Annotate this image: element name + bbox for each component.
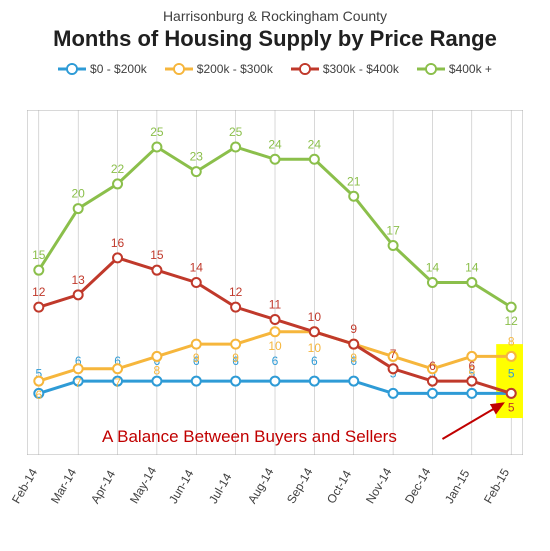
legend-label: $200k - $300k <box>197 62 273 76</box>
svg-text:10: 10 <box>268 339 282 353</box>
x-tick-label: Dec-14 <box>402 465 433 506</box>
svg-text:24: 24 <box>308 137 322 151</box>
svg-text:14: 14 <box>465 261 479 275</box>
svg-text:15: 15 <box>150 248 164 262</box>
svg-text:8: 8 <box>154 363 161 377</box>
legend-label: $0 - $200k <box>90 62 147 76</box>
svg-text:12: 12 <box>505 314 519 328</box>
svg-text:8: 8 <box>508 334 515 348</box>
svg-text:21: 21 <box>347 174 361 188</box>
svg-text:7: 7 <box>390 347 397 361</box>
svg-text:5: 5 <box>508 366 515 380</box>
svg-text:11: 11 <box>269 297 282 311</box>
x-tick-label: Sep-14 <box>284 465 315 506</box>
x-tick-label: Feb-14 <box>9 466 40 506</box>
svg-text:14: 14 <box>190 261 204 275</box>
x-tick-label: Mar-14 <box>48 466 79 506</box>
svg-text:9: 9 <box>193 351 200 365</box>
x-tick-label: Jun-14 <box>166 467 196 506</box>
svg-text:10: 10 <box>308 310 322 324</box>
svg-text:20: 20 <box>71 187 85 201</box>
svg-text:14: 14 <box>426 261 440 275</box>
svg-text:7: 7 <box>114 376 121 390</box>
svg-text:9: 9 <box>350 351 357 365</box>
svg-text:5: 5 <box>508 400 515 414</box>
legend-marker <box>58 63 86 75</box>
plot-area: 5666666665555677899101098788121316151412… <box>27 110 523 455</box>
svg-text:25: 25 <box>150 125 164 139</box>
svg-text:6: 6 <box>468 359 475 373</box>
svg-text:6: 6 <box>429 359 436 373</box>
svg-text:15: 15 <box>32 248 46 262</box>
x-tick-label: Aug-14 <box>245 465 276 506</box>
chart-container: Harrisonburg & Rockingham County Months … <box>0 0 550 551</box>
x-tick-label: May-14 <box>127 464 159 506</box>
svg-text:9: 9 <box>350 322 357 336</box>
legend-marker <box>291 63 319 75</box>
svg-text:6: 6 <box>35 388 42 402</box>
x-tick-label: Oct-14 <box>324 468 354 506</box>
svg-text:25: 25 <box>229 125 243 139</box>
svg-text:13: 13 <box>71 273 85 287</box>
legend-item: $300k - $400k <box>291 62 399 76</box>
svg-text:24: 24 <box>268 137 282 151</box>
legend-marker <box>165 63 193 75</box>
x-tick-label: Nov-14 <box>363 465 394 506</box>
svg-text:10: 10 <box>308 341 322 355</box>
svg-text:22: 22 <box>111 162 125 176</box>
x-tick-label: Jan-15 <box>442 467 472 506</box>
x-tick-label: Feb-15 <box>481 466 512 506</box>
legend-item: $0 - $200k <box>58 62 147 76</box>
chart-subtitle: Harrisonburg & Rockingham County <box>0 0 550 24</box>
svg-text:16: 16 <box>111 236 125 250</box>
legend-label: $300k - $400k <box>323 62 399 76</box>
svg-text:9: 9 <box>232 351 239 365</box>
svg-text:17: 17 <box>386 224 400 238</box>
legend-label: $400k + <box>449 62 492 76</box>
legend-marker <box>417 63 445 75</box>
x-tick-label: Jul-14 <box>206 471 234 506</box>
annotation-text: A Balance Between Buyers and Sellers <box>102 427 397 447</box>
legend-item: $200k - $300k <box>165 62 273 76</box>
x-tick-label: Apr-14 <box>88 468 118 506</box>
svg-text:12: 12 <box>229 285 243 299</box>
chart-title: Months of Housing Supply by Price Range <box>0 26 550 52</box>
svg-text:23: 23 <box>190 150 204 164</box>
svg-text:12: 12 <box>32 285 46 299</box>
svg-text:7: 7 <box>75 376 82 390</box>
svg-text:6: 6 <box>311 354 318 368</box>
chart-legend: $0 - $200k $200k - $300k $300k - $400k $… <box>0 62 550 76</box>
legend-item: $400k + <box>417 62 492 76</box>
svg-text:6: 6 <box>272 354 279 368</box>
